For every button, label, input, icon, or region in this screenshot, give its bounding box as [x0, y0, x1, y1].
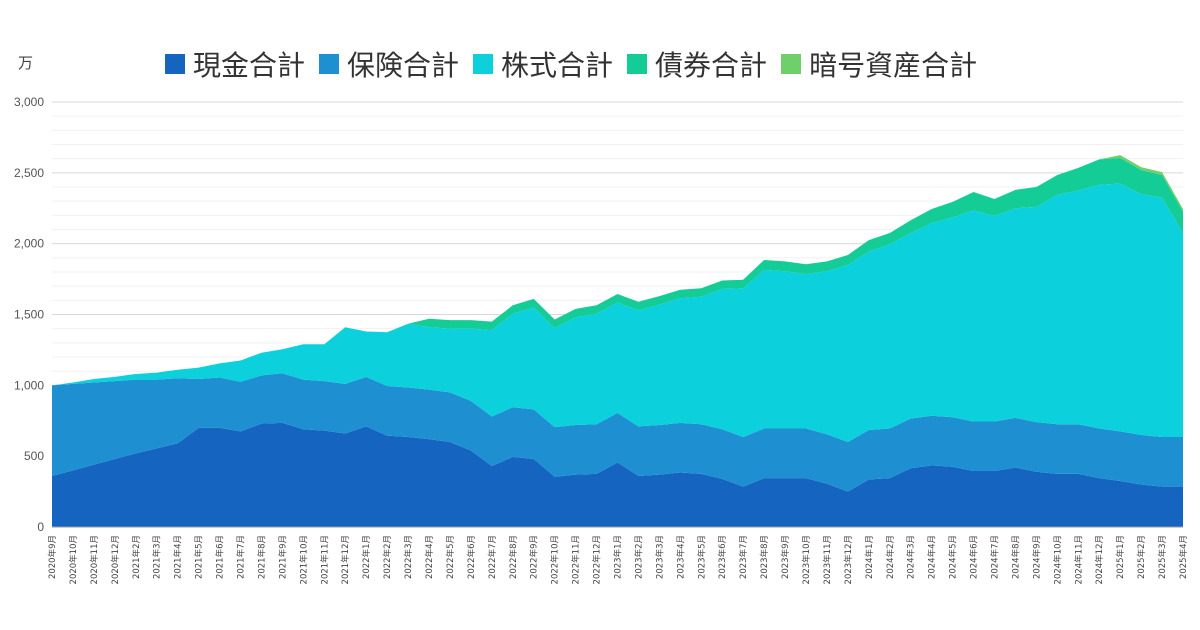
x-tick-label: 2021年7月 — [236, 535, 247, 579]
x-tick-label: 2023年7月 — [738, 535, 749, 579]
y-tick-label: 3,000 — [14, 95, 44, 109]
x-tick-label: 2025年2月 — [1136, 535, 1147, 579]
x-tick-label: 2021年12月 — [340, 535, 351, 584]
legend-swatch — [473, 54, 494, 74]
x-tick-label: 2021年6月 — [215, 535, 226, 579]
x-tick-label: 2021年11月 — [319, 535, 330, 584]
x-tick-label: 2024年7月 — [990, 535, 1001, 579]
x-tick-label: 2021年9月 — [277, 535, 288, 579]
x-tick-label: 2020年11月 — [89, 535, 100, 584]
legend-label: 保険合計 — [347, 49, 460, 82]
x-tick-label: 2022年5月 — [445, 535, 456, 579]
legend-item[interactable]: 債券合計 — [627, 44, 767, 84]
x-tick-label: 2024年11月 — [1073, 535, 1084, 584]
x-tick-label: 2024年5月 — [948, 535, 959, 579]
x-tick-label: 2024年6月 — [969, 535, 980, 579]
legend-item[interactable]: 現金合計 — [165, 44, 305, 84]
x-tick-label: 2023年12月 — [843, 535, 854, 584]
x-tick-label: 2022年10月 — [550, 535, 561, 584]
x-tick-label: 2024年2月 — [885, 535, 896, 579]
x-tick-label: 2023年6月 — [717, 535, 728, 579]
y-tick-label: 2,500 — [14, 166, 44, 180]
legend-label: 暗号資産合計 — [809, 49, 978, 82]
x-tick-label: 2023年11月 — [822, 535, 833, 584]
legend-swatch — [781, 54, 802, 74]
x-tick-label: 2023年8月 — [759, 535, 770, 579]
legend-swatch — [165, 54, 185, 74]
x-tick-label: 2021年8月 — [256, 535, 267, 579]
y-tick-label: 500 — [24, 449, 44, 463]
x-tick-label: 2021年10月 — [298, 535, 309, 584]
x-tick-label: 2021年3月 — [152, 535, 163, 579]
x-tick-label: 2023年3月 — [654, 535, 665, 579]
legend-item[interactable]: 保険合計 — [319, 44, 459, 84]
x-tick-label: 2021年2月 — [131, 535, 142, 579]
x-tick-label: 2024年8月 — [1010, 535, 1021, 579]
x-tick-label: 2023年1月 — [613, 535, 624, 579]
y-tick-label: 0 — [37, 520, 44, 534]
x-tick-label: 2022年8月 — [508, 535, 519, 579]
x-tick-label: 2025年3月 — [1157, 535, 1168, 579]
series-area-2 — [52, 183, 1183, 442]
legend-label: 現金合計 — [193, 49, 306, 82]
x-tick-label: 2022年11月 — [571, 535, 582, 584]
legend-swatch — [627, 54, 648, 74]
series-area-3 — [52, 157, 1183, 386]
legend: 現金合計 保険合計 株式合計 債券合計 暗号資産合計 — [165, 44, 991, 84]
y-tick-label: 1,500 — [14, 308, 44, 322]
legend-item[interactable]: 株式合計 — [473, 44, 613, 84]
x-tick-label: 2022年6月 — [466, 535, 477, 579]
x-tick-label: 2024年10月 — [1052, 535, 1063, 584]
x-tick-label: 2020年9月 — [47, 535, 58, 579]
series-area-1 — [52, 373, 1183, 492]
x-tick-label: 2023年2月 — [633, 535, 644, 579]
x-tick-label: 2025年1月 — [1115, 535, 1126, 579]
x-tick-label: 2023年4月 — [675, 535, 686, 579]
x-tick-label: 2021年4月 — [173, 535, 184, 579]
x-tick-label: 2023年5月 — [696, 535, 707, 579]
series-area-0 — [52, 422, 1183, 527]
x-tick-label: 2021年5月 — [194, 535, 205, 579]
x-tick-label: 2024年3月 — [906, 535, 917, 579]
y-tick-label: 2,000 — [14, 237, 44, 251]
legend-item[interactable]: 暗号資産合計 — [781, 44, 977, 84]
x-tick-label: 2022年4月 — [424, 535, 435, 579]
x-tick-label: 2023年10月 — [801, 535, 812, 584]
x-tick-label: 2025年4月 — [1178, 535, 1189, 579]
legend-label: 株式合計 — [501, 49, 614, 82]
x-tick-label: 2022年9月 — [529, 535, 540, 579]
y-unit-label: 万 — [18, 54, 34, 72]
legend-swatch — [319, 54, 340, 74]
x-tick-label: 2022年12月 — [592, 535, 603, 584]
x-tick-label: 2024年12月 — [1094, 535, 1105, 584]
y-tick-label: 1,000 — [14, 378, 44, 392]
legend-label: 債券合計 — [655, 49, 768, 82]
x-tick-label: 2022年2月 — [382, 535, 393, 579]
x-tick-label: 2024年4月 — [927, 535, 938, 579]
x-tick-label: 2020年12月 — [110, 535, 121, 584]
x-tick-label: 2020年10月 — [68, 535, 79, 584]
x-tick-label: 2023年9月 — [780, 535, 791, 579]
x-tick-label: 2024年1月 — [864, 535, 875, 579]
x-tick-label: 2022年3月 — [403, 535, 414, 579]
x-tick-label: 2024年9月 — [1031, 535, 1042, 579]
x-tick-label: 2022年7月 — [487, 535, 498, 579]
x-tick-label: 2022年1月 — [361, 535, 372, 579]
